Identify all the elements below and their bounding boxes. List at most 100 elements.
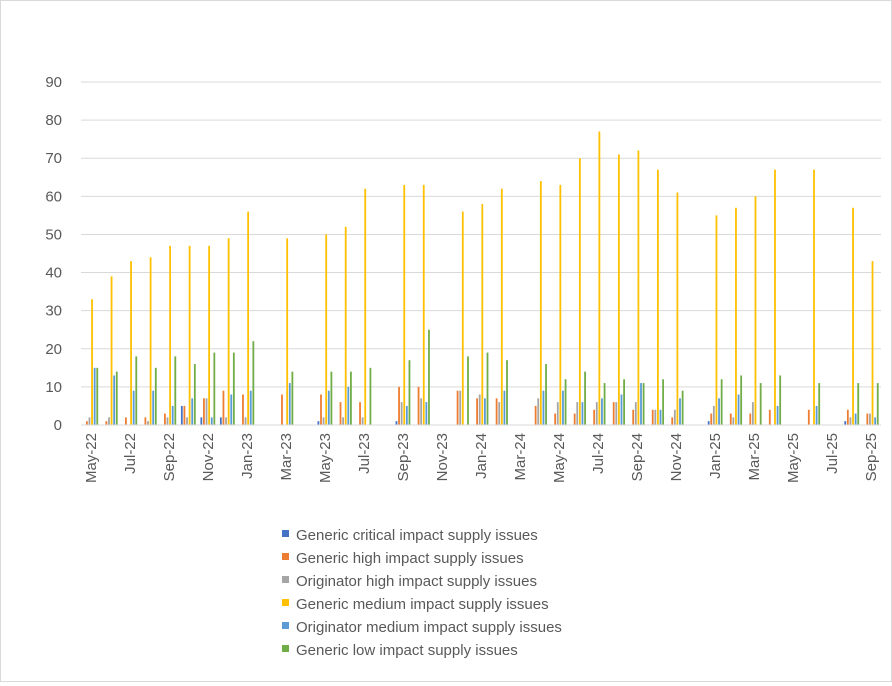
bar: [640, 383, 642, 425]
bar: [578, 158, 581, 425]
bar: [417, 386, 420, 425]
bar: [617, 154, 620, 425]
bar: [135, 356, 138, 425]
y-tick-label: 20: [45, 341, 62, 358]
bar: [662, 379, 665, 425]
bar: [651, 409, 654, 425]
bar: [395, 421, 398, 425]
bar: [601, 398, 603, 425]
bar: [849, 417, 852, 425]
legend-swatch: [282, 599, 289, 606]
bar: [210, 417, 213, 425]
bar: [288, 383, 291, 425]
x-tick-label: May-22: [83, 433, 100, 483]
y-axis-tick-labels: 0 10 20 30 40 50 60 70 80 90: [45, 74, 62, 434]
bar: [484, 398, 486, 425]
bar: [759, 383, 762, 425]
x-tick-label: Jan-23: [239, 433, 256, 479]
bar: [244, 417, 247, 425]
bar: [545, 364, 547, 425]
legend: Generic critical impact supply issues Gen…: [282, 527, 562, 659]
legend-label: Generic critical impact supply issues: [296, 527, 538, 544]
bar: [654, 409, 657, 425]
bar: [857, 383, 860, 425]
bar: [564, 379, 567, 425]
bar: [242, 394, 244, 425]
bar: [620, 394, 623, 425]
bar: [113, 375, 116, 425]
bar: [876, 383, 879, 425]
bar: [679, 398, 681, 425]
x-tick-label: Mar-23: [278, 433, 295, 481]
bar: [93, 367, 96, 425]
x-tick-label: Mar-24: [512, 433, 529, 481]
x-tick-label: Mar-25: [746, 433, 763, 481]
bar: [230, 394, 233, 425]
bar: [130, 261, 132, 425]
bar: [559, 184, 562, 425]
bar: [405, 405, 408, 425]
bar: [359, 402, 361, 425]
bar: [317, 421, 320, 425]
y-tick-label: 40: [45, 265, 62, 282]
bar: [632, 409, 635, 425]
bar: [322, 417, 325, 425]
bar: [707, 421, 710, 425]
bar: [222, 390, 225, 425]
x-tick-label: Nov-24: [668, 433, 685, 481]
bar: [676, 192, 679, 425]
bar: [252, 341, 255, 425]
bar: [866, 413, 869, 425]
bar: [291, 371, 294, 425]
bar: [213, 352, 216, 425]
bar: [164, 413, 166, 425]
bar: [576, 402, 579, 425]
bar: [735, 207, 737, 425]
bar: [180, 405, 183, 425]
bar: [500, 188, 503, 425]
bar: [584, 371, 586, 425]
bar: [598, 131, 601, 426]
legend-swatch: [282, 622, 289, 629]
bar: [768, 409, 771, 425]
legend-label: Originator high impact supply issues: [296, 573, 537, 590]
bar: [595, 402, 598, 425]
bar: [573, 413, 576, 425]
bar: [205, 398, 208, 425]
bar: [147, 421, 149, 425]
y-tick-label: 30: [45, 303, 62, 320]
bar: [191, 398, 194, 425]
legend-label: Generic low impact supply issues: [296, 642, 518, 659]
bar: [110, 276, 113, 425]
bar: [498, 402, 501, 425]
legend-label: Generic medium impact supply issues: [296, 596, 549, 613]
bar: [369, 367, 372, 425]
y-tick-label: 80: [45, 112, 62, 129]
x-tick-label: May-24: [551, 433, 568, 483]
bar: [603, 383, 606, 425]
y-tick-label: 0: [54, 417, 62, 434]
bar: [456, 390, 459, 425]
x-tick-label: Jul-25: [824, 433, 841, 474]
bar: [556, 402, 559, 425]
bar: [200, 417, 203, 425]
bar: [88, 417, 91, 425]
legend-label: Generic high impact supply issues: [296, 550, 524, 567]
bar: [115, 371, 118, 425]
bar: [539, 181, 542, 425]
bar: [171, 405, 174, 425]
bar: [673, 409, 676, 425]
bar: [637, 150, 640, 425]
bar: [428, 329, 430, 425]
bar: [681, 390, 684, 425]
bar: [403, 184, 406, 425]
bar: [174, 356, 177, 425]
bar: [710, 413, 713, 425]
x-tick-label: May-23: [317, 433, 334, 483]
bar: [193, 364, 196, 425]
bar: [737, 394, 740, 425]
bar: [871, 261, 874, 425]
legend-swatch: [282, 553, 289, 560]
bar: [593, 409, 596, 425]
